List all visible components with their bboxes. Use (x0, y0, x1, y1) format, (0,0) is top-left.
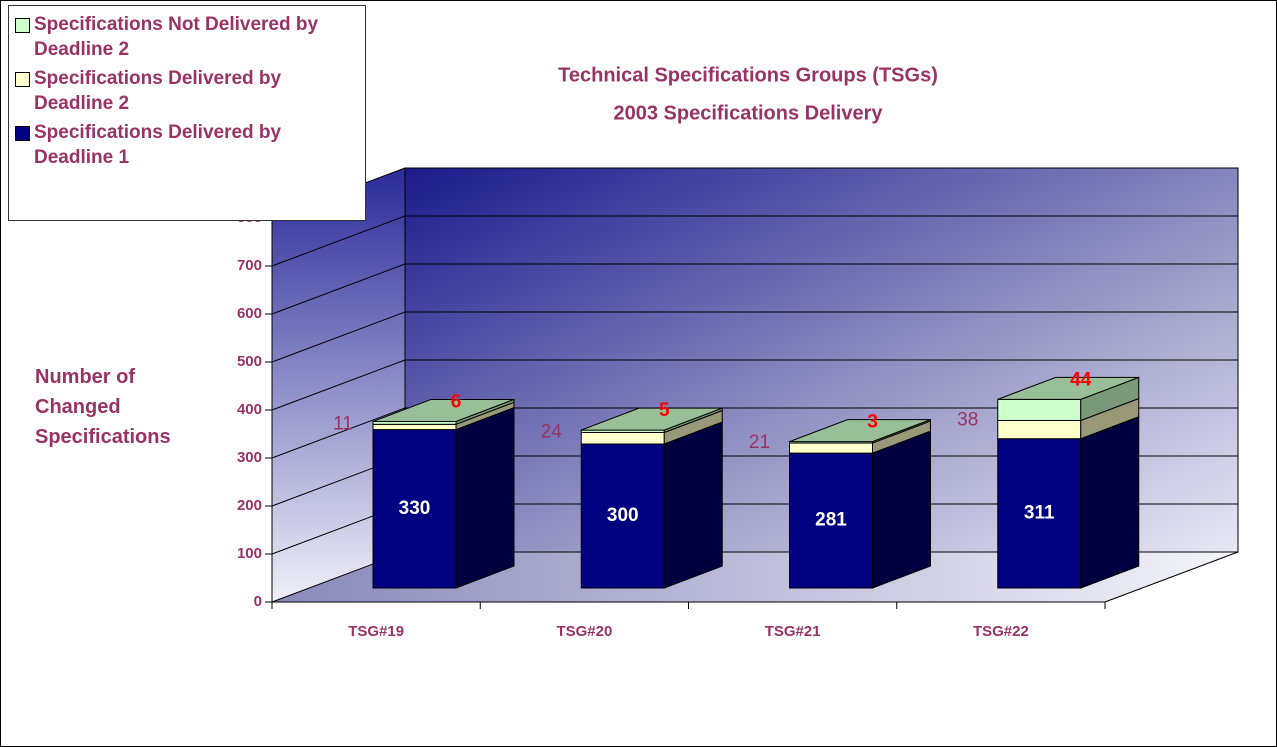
bar-segment (580, 421, 723, 589)
data-label: 330 (399, 498, 431, 519)
legend-swatch (15, 18, 30, 33)
floor-edge (1104, 551, 1239, 603)
data-label: 44 (1070, 369, 1092, 390)
y-axis-title: Number of Changed Specifications (35, 366, 171, 448)
bar-segment (580, 407, 723, 434)
bar-side (1080, 415, 1140, 589)
bar-front (997, 398, 1082, 421)
y-tick-label: 300 (237, 449, 262, 466)
bar-top (581, 407, 723, 431)
y-tick-label: 200 (237, 497, 262, 514)
bar-segment (789, 430, 931, 589)
y-tick-label: 400 (237, 401, 262, 418)
data-label: 21 (749, 432, 770, 453)
bar-side (663, 421, 723, 589)
legend-item: Specifications Delivered by Deadline 1 (15, 120, 325, 170)
y-tick-label: 100 (237, 545, 262, 562)
data-label: 24 (541, 421, 563, 442)
x-tick-label: TSG#20 (556, 623, 612, 640)
grid-line (271, 359, 1238, 411)
y-tick-label: 600 (237, 305, 262, 322)
data-label: 311 (1024, 502, 1055, 523)
bar-front (997, 419, 1082, 440)
data-label: 300 (607, 505, 639, 526)
legend-swatch (15, 126, 30, 141)
bar-front (789, 442, 873, 454)
bar-front (372, 429, 457, 589)
bar-segment (997, 376, 1140, 422)
bar-segment (997, 415, 1140, 589)
bar-top (372, 398, 515, 422)
chart-subtitle: 2003 Specifications Delivery (613, 102, 883, 124)
legend-label: Specifications Not Delivered by Deadline… (34, 14, 319, 60)
bar-front (997, 438, 1082, 589)
y-tick-label: 500 (237, 353, 262, 370)
data-label: 6 (451, 391, 462, 412)
legend-swatch (15, 72, 30, 87)
y-tick-label: 700 (237, 257, 262, 274)
data-label: 5 (659, 400, 670, 421)
legend-item: Specifications Not Delivered by Deadline… (15, 12, 325, 62)
bar-front (789, 452, 873, 589)
data-label: 281 (815, 510, 847, 531)
y-tick-label: 0 (254, 593, 262, 610)
bar-side (455, 406, 515, 589)
x-tick-label: TSG#19 (348, 623, 404, 640)
bar-side (872, 430, 931, 589)
grid-line (271, 263, 1238, 315)
data-label: 11 (333, 413, 353, 434)
bar-front (580, 431, 665, 445)
data-label: 3 (867, 412, 878, 433)
legend: Specifications Not Delivered by Deadline… (8, 5, 366, 221)
chart-title: Technical Specifications Groups (TSGs) (558, 64, 938, 86)
grid-line (271, 215, 1238, 267)
x-tick-label: TSG#21 (765, 623, 821, 640)
x-tick-label: TSG#22 (973, 623, 1029, 640)
grid-line (271, 407, 1238, 459)
legend-label: Specifications Delivered by Deadline 2 (34, 68, 282, 114)
bar-segment (789, 418, 931, 444)
legend-label: Specifications Delivered by Deadline 1 (34, 122, 282, 168)
legend-item: Specifications Delivered by Deadline 2 (15, 66, 325, 116)
grid-line (271, 311, 1238, 363)
bar-segment (372, 398, 515, 426)
data-label: 38 (957, 409, 978, 430)
bar-segment (372, 406, 515, 589)
bar-front (372, 423, 457, 431)
bar-top (997, 376, 1139, 400)
bar-top (789, 419, 931, 443)
